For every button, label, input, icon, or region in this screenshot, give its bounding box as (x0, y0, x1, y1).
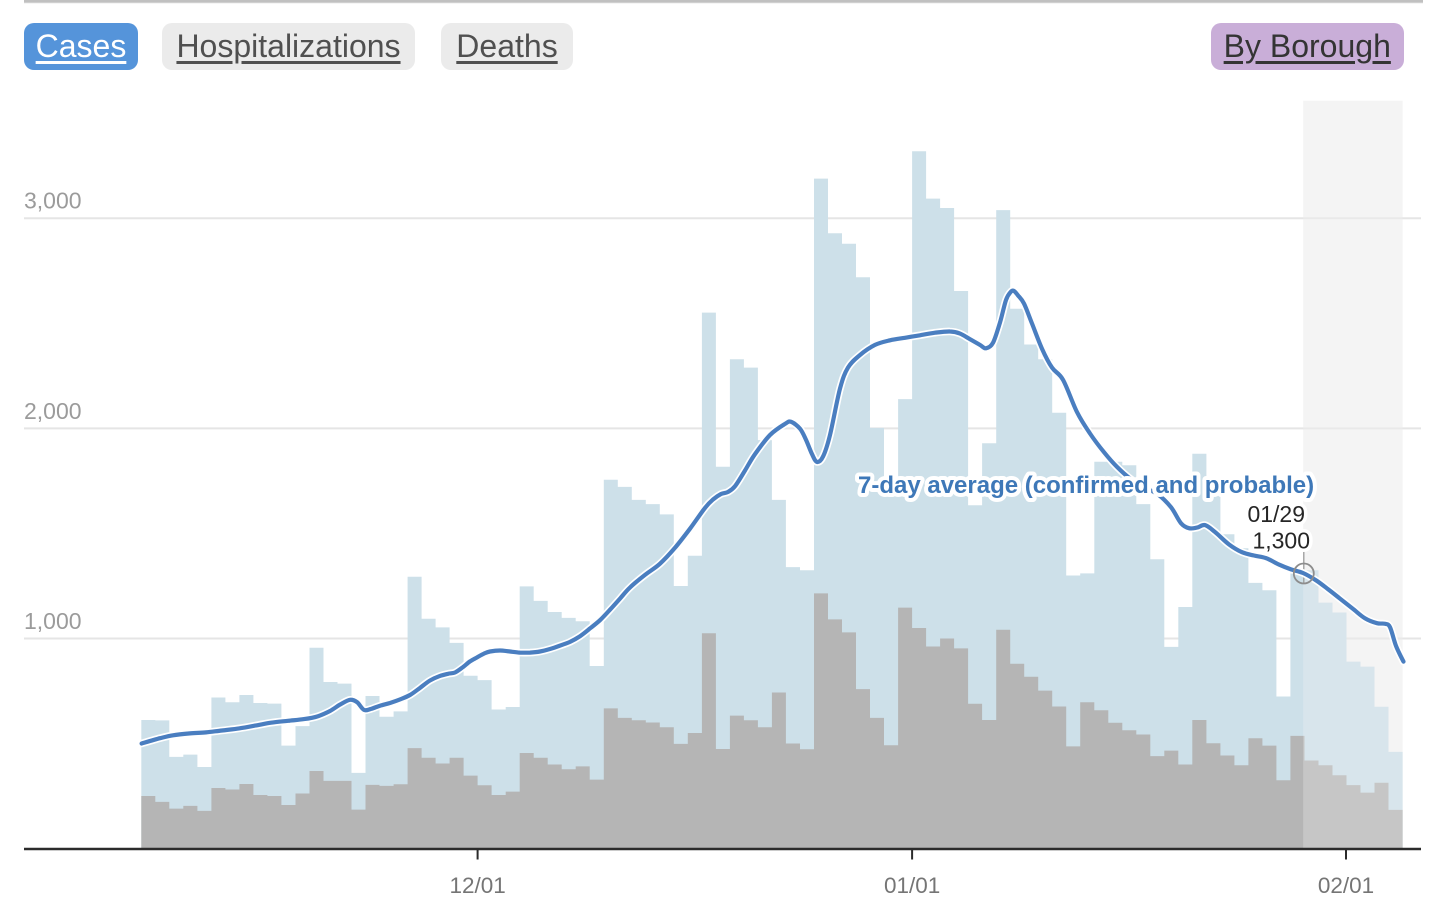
svg-text:3,000: 3,000 (24, 188, 82, 214)
svg-text:12/01: 12/01 (449, 873, 505, 898)
svg-text:01/29: 01/29 (1247, 501, 1305, 527)
svg-text:01/01: 01/01 (884, 873, 940, 898)
svg-text:1,300: 1,300 (1252, 528, 1310, 554)
svg-text:7-day average (confirmed and p: 7-day average (confirmed and probable) (858, 472, 1314, 499)
svg-text:2,000: 2,000 (24, 398, 82, 424)
svg-text:02/01: 02/01 (1318, 873, 1374, 898)
svg-text:1,000: 1,000 (24, 608, 82, 634)
